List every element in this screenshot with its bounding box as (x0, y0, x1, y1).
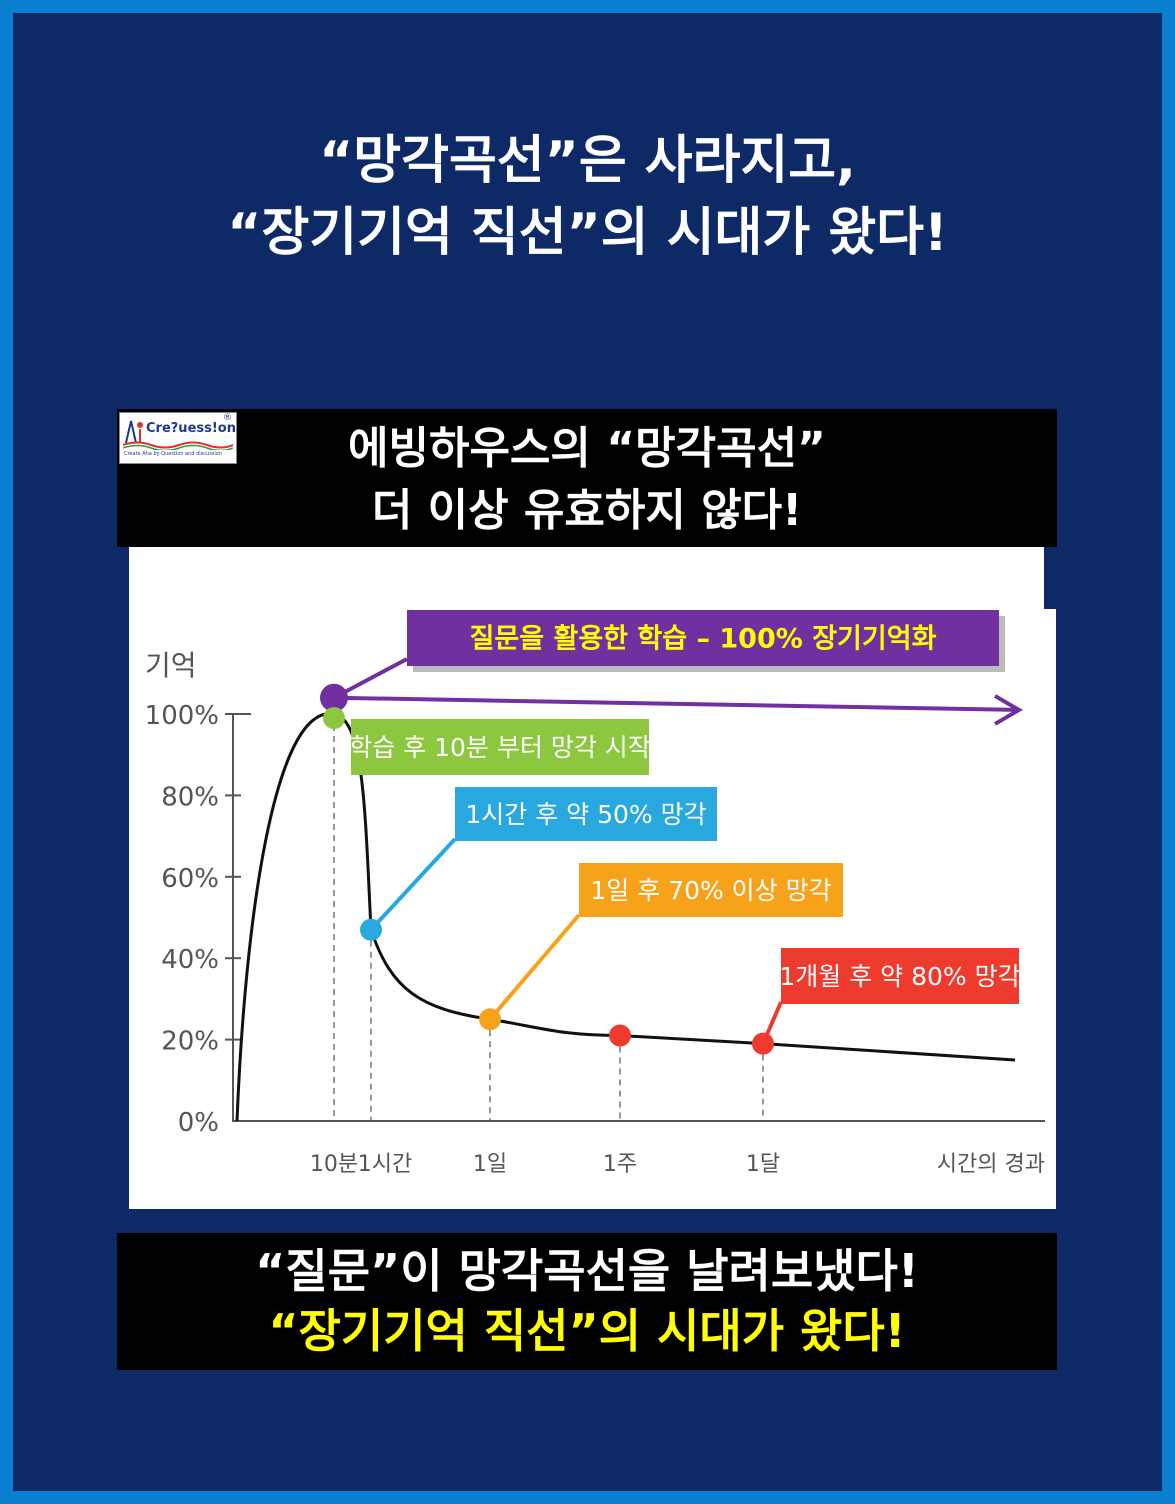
one-day-point (479, 1008, 501, 1031)
annotation-connector (488, 913, 581, 1021)
y-tick-label: 40% (161, 945, 219, 975)
x-tick-label: 10분 (310, 1152, 358, 1177)
question-learning-point (320, 683, 348, 712)
top-title-line-1: 에빙하우스의 “망각곡선” (348, 423, 826, 474)
top-title: 에빙하우스의 “망각곡선” 더 이상 유효하지 않다! (117, 418, 1057, 542)
annotation-one-hour-text: 1시간 후 약 50% 망각 (465, 800, 706, 829)
x-axis-label: 시간의 경과 (937, 1152, 1045, 1177)
x-tick-label: 1주 (603, 1152, 637, 1177)
headline: “망각곡선”은 사라지고, “장기기억 직선”의 시대가 왔다! (0, 125, 1175, 269)
logo-icon (125, 420, 143, 444)
annotation-one-day-text: 1일 후 70% 이상 망각 (590, 876, 831, 905)
arrow-head-icon (993, 694, 1023, 726)
y-tick-label: 80% (161, 782, 219, 812)
logo: Cre?uess!on ® Create Aha by Question and… (119, 412, 237, 464)
y-tick-label: 0% (178, 1108, 219, 1138)
annotation-question-learning-box (407, 610, 999, 666)
annotation-one-day-box (579, 863, 843, 917)
annotation-ten-minutes-text: 학습 후 10분 부터 망각 시작 (349, 733, 651, 762)
forgetting-curve-line (235, 712, 1016, 1122)
ten-minute-point (323, 707, 345, 730)
y-tick-label: 20% (161, 1027, 219, 1057)
logo-text: Cre?uess!on (146, 421, 236, 436)
logo-registered: ® (223, 413, 232, 423)
one-week-point (609, 1024, 631, 1047)
logo-tagline: Create Aha by Question and discussion (124, 451, 223, 457)
annotation-one-month-text: 1개월 후 약 80% 망각 (779, 962, 1020, 991)
one-hour-point (360, 918, 382, 941)
annotation-ten-minutes-box (351, 719, 649, 775)
edge-bar (1044, 547, 1056, 609)
y-tick-label: 100% (145, 701, 219, 731)
logo-wave-icon (123, 441, 233, 450)
annotation-connector (369, 837, 457, 932)
bottom-line-2: “장기기억 직선”의 시대가 왔다! (268, 1304, 906, 1358)
one-month-point (752, 1032, 774, 1055)
y-axis-label: 기억 (145, 649, 197, 682)
headline-line-2: “장기기억 직선”의 시대가 왔다! (227, 203, 948, 263)
y-tick-label: 60% (161, 864, 219, 894)
chart-axes (232, 714, 1045, 1122)
long-term-memory-line (333, 695, 1020, 712)
top-title-line-2: 더 이상 유효하지 않다! (371, 485, 803, 536)
bottom-box (117, 1233, 1057, 1370)
annotation-question-learning-text: 질문을 활용한 학습 – 100% 장기기억화 (470, 624, 937, 655)
headline-line-1: “망각곡선”은 사라지고, (319, 131, 856, 191)
x-tick-label: 1달 (746, 1152, 780, 1177)
x-tick-label: 1시간 (358, 1152, 412, 1177)
bottom-line-1: “질문”이 망각곡선을 날려보냈다! (255, 1244, 919, 1298)
top-title-box (117, 409, 1057, 547)
annotation-one-hour-box (455, 787, 717, 841)
x-tick-label: 1일 (473, 1152, 507, 1177)
annotation-one-month-box (781, 948, 1019, 1004)
